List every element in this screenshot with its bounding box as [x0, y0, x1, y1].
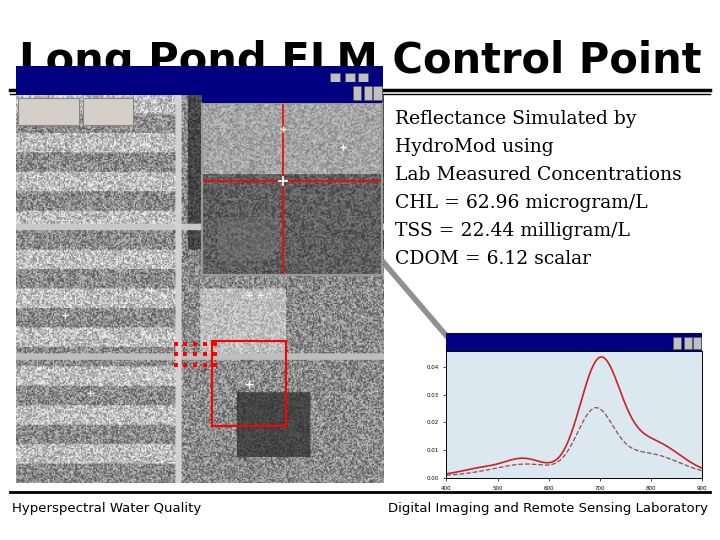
Text: Reflectance Simulated by: Reflectance Simulated by [395, 110, 636, 128]
Text: Cancel: Cancel [94, 107, 122, 116]
Text: #1 Warp (Mosaic (Band 16):Mosaic2_2sc12345):mosaic22utmrst: #1 Warp (Mosaic (Band 16):Mosaic2_2sc123… [20, 78, 268, 87]
Text: Lab Measured Concentrations: Lab Measured Concentrations [395, 166, 682, 184]
Text: Functions: Functions [29, 107, 68, 116]
Text: TSS = 22.44 milligram/L: TSS = 22.44 milligram/L [395, 222, 630, 240]
Text: + +: + + [246, 291, 265, 301]
Text: CHL = 62.96 microgram/L: CHL = 62.96 microgram/L [395, 194, 648, 212]
Text: #1 Zoom (4): #1 Zoom (4) [210, 84, 258, 92]
Text: E=41: E=41 [451, 341, 469, 346]
Text: Digital Imaging and Remote Sensing Laboratory: Digital Imaging and Remote Sensing Labor… [388, 502, 708, 515]
Bar [212, 341, 286, 426]
Text: Hyperspectral Water Quality: Hyperspectral Water Quality [12, 502, 202, 515]
Text: HydroMod using: HydroMod using [395, 138, 554, 156]
Text: long pond reflnc as m. d.: long pond reflnc as m. d. [626, 362, 695, 367]
Text: Long Pond ELM Control Point: Long Pond ELM Control Point [19, 40, 701, 82]
Text: CDOM = 6.12 scalar: CDOM = 6.12 scalar [395, 250, 591, 268]
